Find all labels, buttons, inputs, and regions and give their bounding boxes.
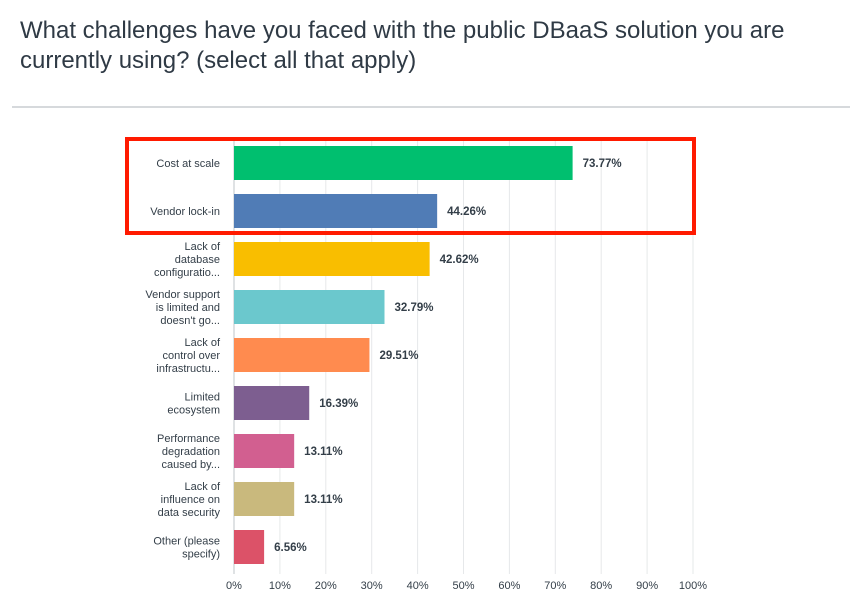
x-tick-label: 30% — [361, 580, 383, 592]
category-label: Cost at scale — [156, 158, 220, 170]
bar-value-label: 16.39% — [319, 398, 358, 410]
x-tick-label: 40% — [407, 580, 429, 592]
bar-value-label: 32.79% — [395, 302, 434, 314]
question-title: What challenges have you faced with the … — [20, 17, 785, 74]
bar — [234, 482, 295, 516]
x-tick-label: 50% — [452, 580, 474, 592]
bar-value-label: 73.77% — [583, 158, 622, 170]
bar — [234, 530, 265, 564]
bar — [234, 146, 573, 180]
bar — [234, 386, 310, 420]
bar-value-label: 13.11% — [304, 494, 342, 506]
category-label: Lack of control over infrastructu... — [156, 337, 221, 375]
bar — [234, 338, 370, 372]
category-label: Lack of influence on data security — [158, 481, 221, 519]
x-tick-label: 10% — [269, 580, 291, 592]
x-tick-label: 70% — [544, 580, 566, 592]
category-label: Lack of database configuratio... — [154, 241, 221, 279]
bar-value-label: 6.56% — [274, 542, 307, 554]
highlight-box — [125, 137, 696, 235]
x-tick-label: 90% — [636, 580, 658, 592]
category-label: Limited ecosystem — [167, 392, 220, 417]
bar — [234, 434, 295, 468]
bar — [234, 290, 385, 324]
x-tick-label: 20% — [315, 580, 337, 592]
x-tick-label: 100% — [679, 580, 707, 592]
category-label: Vendor support is limited and doesn't go..… — [145, 289, 220, 327]
bar-value-label: 42.62% — [440, 254, 479, 266]
category-label: Other (please specify) — [153, 536, 220, 561]
bar-value-label: 29.51% — [379, 350, 418, 362]
category-label: Performance degradation caused by... — [157, 433, 220, 471]
bar-value-label: 44.26% — [447, 206, 486, 218]
bar — [234, 242, 430, 276]
bar — [234, 194, 438, 228]
x-tick-label: 80% — [590, 580, 612, 592]
title-divider — [12, 106, 850, 108]
category-label: Vendor lock-in — [150, 206, 220, 218]
x-tick-label: 0% — [226, 580, 242, 592]
bar-value-label: 13.11% — [304, 446, 342, 458]
x-tick-label: 60% — [498, 580, 520, 592]
